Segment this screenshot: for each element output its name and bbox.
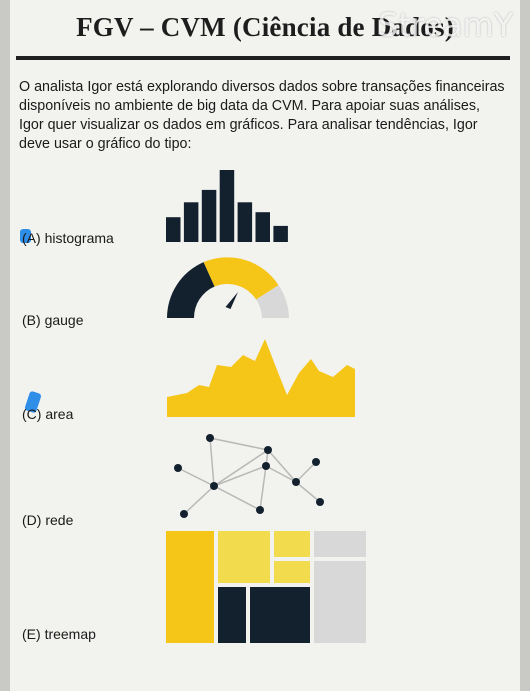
treemap-icon	[166, 531, 366, 643]
gauge-segment-navy	[167, 262, 215, 318]
option-c-text: area	[45, 406, 74, 422]
option-c-letter: (C)	[22, 406, 42, 422]
treemap-cell	[218, 587, 246, 643]
option-e-letter: (E)	[22, 626, 41, 642]
option-b-letter: (B)	[22, 312, 41, 328]
option-e[interactable]: (E) treemap	[22, 626, 96, 642]
treemap-cell	[166, 531, 214, 643]
network-nodes	[174, 434, 324, 518]
streamyard-watermark: StreamY	[378, 6, 514, 44]
area-shape	[167, 339, 355, 417]
option-d[interactable]: (D) rede	[22, 512, 73, 528]
option-c[interactable]: (C) area	[22, 406, 73, 422]
option-d-text: rede	[45, 512, 74, 528]
treemap-cell	[250, 587, 310, 643]
histogram-bar	[237, 202, 253, 242]
option-a-text: histograma	[44, 230, 114, 246]
histogram-bar	[219, 170, 235, 242]
histogram-bar	[201, 189, 217, 242]
gauge-needle	[225, 292, 238, 309]
treemap-cell	[274, 531, 310, 557]
option-a-letter: (A)	[22, 230, 41, 246]
histogram-icon	[166, 170, 288, 242]
treemap-cell	[314, 531, 366, 557]
option-b[interactable]: (B) gauge	[22, 312, 84, 328]
option-e-text: treemap	[44, 626, 96, 642]
gauge-segment-yellow	[203, 257, 279, 300]
page-title: FGV – CVM (Ciência de Dados)	[76, 12, 454, 42]
option-a[interactable]: (A) histograma	[22, 230, 114, 246]
histogram-bar	[255, 212, 270, 242]
network-icon	[174, 434, 324, 518]
histogram-bar	[183, 202, 199, 242]
treemap-cell	[314, 561, 366, 643]
title-divider	[16, 56, 510, 60]
histogram-bar	[166, 217, 181, 242]
histogram-bar	[273, 225, 288, 242]
gauge-icon	[167, 257, 289, 318]
area-chart-icon	[167, 339, 355, 417]
treemap-cell	[218, 531, 270, 583]
treemap-cell	[274, 561, 310, 583]
highlight-mark-a	[20, 229, 31, 243]
question-text: O analista Igor está explorando diversos…	[19, 79, 505, 152]
gauge-segment-gray	[256, 285, 289, 318]
network-edges	[177, 437, 321, 515]
option-b-text: gauge	[44, 312, 84, 328]
option-d-letter: (D)	[22, 512, 42, 528]
